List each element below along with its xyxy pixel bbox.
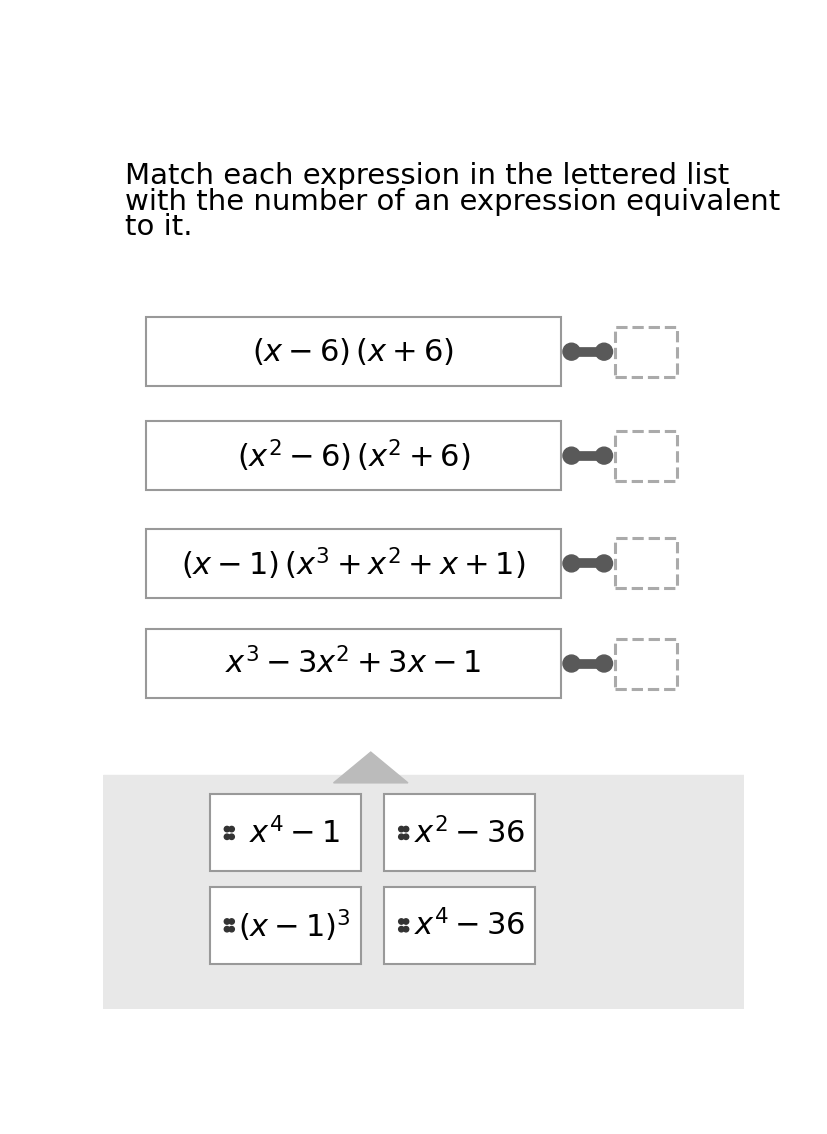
Text: $x^2-36$: $x^2-36$: [414, 816, 524, 849]
Text: $(x-6)\,(x+6)$: $(x-6)\,(x+6)$: [252, 336, 454, 367]
Circle shape: [399, 827, 404, 831]
Circle shape: [404, 835, 409, 839]
Circle shape: [595, 655, 613, 672]
Text: $(x-1)\,(x^3+x^2+x+1)$: $(x-1)\,(x^3+x^2+x+1)$: [181, 545, 525, 582]
Circle shape: [595, 344, 613, 361]
FancyBboxPatch shape: [615, 327, 676, 376]
Circle shape: [404, 919, 409, 924]
Circle shape: [224, 926, 230, 932]
Circle shape: [563, 447, 580, 464]
FancyBboxPatch shape: [210, 795, 361, 871]
Text: $(x-1)^3$: $(x-1)^3$: [238, 907, 351, 943]
Text: $x^3-3x^2+3x-1$: $x^3-3x^2+3x-1$: [225, 648, 481, 679]
FancyBboxPatch shape: [146, 528, 561, 598]
Circle shape: [563, 555, 580, 572]
Text: to it.: to it.: [125, 213, 193, 242]
Text: $(x^2-6)\,(x^2+6)$: $(x^2-6)\,(x^2+6)$: [237, 438, 470, 474]
Polygon shape: [333, 752, 408, 782]
Circle shape: [224, 835, 230, 839]
FancyBboxPatch shape: [385, 887, 535, 964]
FancyBboxPatch shape: [615, 431, 676, 481]
FancyBboxPatch shape: [385, 795, 535, 871]
Circle shape: [224, 827, 230, 831]
Circle shape: [404, 926, 409, 932]
FancyBboxPatch shape: [615, 539, 676, 589]
FancyBboxPatch shape: [210, 887, 361, 964]
Text: Match each expression in the lettered list: Match each expression in the lettered li…: [125, 162, 729, 191]
Circle shape: [399, 919, 404, 924]
Circle shape: [229, 926, 234, 932]
Circle shape: [595, 555, 613, 572]
Text: $x^4-1$: $x^4-1$: [250, 816, 340, 849]
Circle shape: [229, 827, 234, 831]
Circle shape: [229, 835, 234, 839]
Circle shape: [563, 344, 580, 361]
FancyBboxPatch shape: [146, 318, 561, 387]
FancyBboxPatch shape: [146, 421, 561, 490]
Circle shape: [224, 919, 230, 924]
Circle shape: [399, 926, 404, 932]
Text: $x^4-36$: $x^4-36$: [414, 909, 524, 941]
Bar: [103, 776, 744, 1009]
Circle shape: [229, 919, 234, 924]
Text: with the number of an expression equivalent: with the number of an expression equival…: [125, 187, 781, 215]
Circle shape: [404, 827, 409, 831]
FancyBboxPatch shape: [615, 638, 676, 688]
Circle shape: [595, 447, 613, 464]
Circle shape: [563, 655, 580, 672]
FancyBboxPatch shape: [146, 629, 561, 699]
Circle shape: [399, 835, 404, 839]
